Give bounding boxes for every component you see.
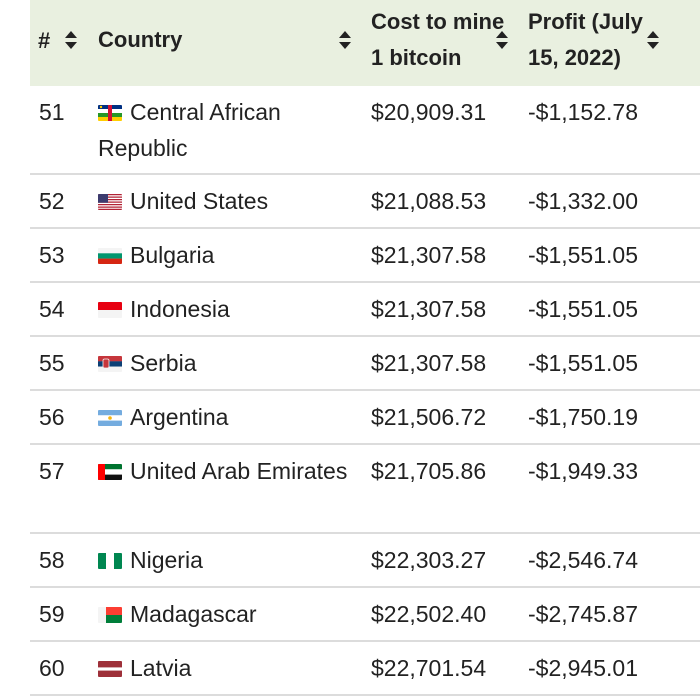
table-row: 57 United Arab Emirates $21,705.86 -$1,9… [30, 445, 700, 534]
cost-cell: $21,506.72 [371, 404, 487, 430]
country-name: Latvia [130, 655, 192, 681]
cost-cell: $21,307.58 [371, 296, 487, 322]
profit-cell: -$1,551.05 [528, 350, 638, 376]
sort-icon[interactable] [64, 29, 78, 51]
nigeria-flag-icon [98, 553, 122, 569]
table-row: 58 Nigeria $22,303.27 -$2,546.74 [30, 534, 700, 588]
table-row: 59 Madagascar $22,502.40 -$2,745.87 [30, 588, 700, 642]
cost-cell: $21,307.58 [371, 242, 487, 268]
rank-cell: 55 [39, 350, 65, 376]
country-cell: United States [98, 183, 368, 219]
country-name: Serbia [130, 350, 197, 376]
country-name: Indonesia [130, 296, 230, 322]
rank-cell: 60 [39, 655, 65, 681]
country-cell: Latvia [98, 650, 368, 686]
table-row: 52 United States $21,088.53 -$1,332.00 [30, 175, 700, 229]
country-name: Madagascar [130, 601, 257, 627]
cost-cell: $21,307.58 [371, 350, 487, 376]
central-african-republic-flag-icon [98, 105, 122, 121]
country-name: Central African Republic [98, 99, 281, 161]
profit-cell: -$1,551.05 [528, 296, 638, 322]
table-row: 56 Argentina $21,506.72 -$1,750.19 [30, 391, 700, 445]
sort-icon[interactable] [646, 29, 660, 51]
cost-cell: $21,088.53 [371, 188, 487, 214]
table-header: # Country Cost to mine 1 bitcoin Profit … [30, 0, 700, 86]
indonesia-flag-icon [98, 302, 122, 318]
profit-cell: -$1,332.00 [528, 188, 638, 214]
column-header-profit-label: Profit (July 15, 2022) [528, 9, 643, 70]
country-name: Bulgaria [130, 242, 215, 268]
country-cell: Madagascar [98, 596, 368, 632]
cost-cell: $20,909.31 [371, 99, 487, 125]
column-header-country[interactable]: Country [98, 0, 360, 86]
rank-cell: 59 [39, 601, 65, 627]
column-header-country-label: Country [98, 27, 183, 52]
rank-cell: 58 [39, 547, 65, 573]
profit-cell: -$1,152.78 [528, 99, 638, 125]
rank-cell: 51 [39, 99, 65, 125]
column-header-cost-label: Cost to mine 1 bitcoin [371, 9, 505, 70]
argentina-flag-icon [98, 410, 122, 426]
bitcoin-mining-cost-table: # Country Cost to mine 1 bitcoin Profit … [30, 0, 700, 696]
column-header-rank[interactable]: # [38, 0, 98, 86]
table-row: 53 Bulgaria $21,307.58 -$1,551.05 [30, 229, 700, 283]
rank-cell: 57 [39, 458, 65, 484]
rank-cell: 54 [39, 296, 65, 322]
country-cell: Serbia [98, 345, 368, 381]
country-name: Nigeria [130, 547, 203, 573]
column-header-cost[interactable]: Cost to mine 1 bitcoin [371, 0, 521, 86]
cost-cell: $22,701.54 [371, 655, 487, 681]
country-name: United States [130, 188, 269, 214]
rank-cell: 52 [39, 188, 65, 214]
table-row: 54 Indonesia $21,307.58 -$1,551.05 [30, 283, 700, 337]
serbia-flag-icon [98, 356, 122, 372]
table-row: 51 Central African Republic $20,909.31 -… [30, 86, 700, 175]
profit-cell: -$2,945.01 [528, 655, 638, 681]
country-cell: Indonesia [98, 291, 368, 327]
sort-icon[interactable] [495, 29, 509, 51]
country-cell: Central African Republic [98, 94, 368, 166]
country-cell: Nigeria [98, 542, 368, 578]
profit-cell: -$1,551.05 [528, 242, 638, 268]
profit-cell: -$2,745.87 [528, 601, 638, 627]
country-cell: Argentina [98, 399, 368, 435]
country-name: United Arab Emirates [130, 458, 348, 484]
table-row: 55 Serbia $21,307.58 -$1,551.05 [30, 337, 700, 391]
country-name: Argentina [130, 404, 229, 430]
united-states-flag-icon [98, 194, 122, 210]
madagascar-flag-icon [98, 607, 122, 623]
cost-cell: $22,502.40 [371, 601, 487, 627]
rank-cell: 56 [39, 404, 65, 430]
cost-cell: $22,303.27 [371, 547, 487, 573]
country-cell: Bulgaria [98, 237, 368, 273]
sort-icon[interactable] [338, 29, 352, 51]
profit-cell: -$1,949.33 [528, 458, 638, 484]
latvia-flag-icon [98, 661, 122, 677]
bulgaria-flag-icon [98, 248, 122, 264]
cost-cell: $21,705.86 [371, 458, 487, 484]
profit-cell: -$2,546.74 [528, 547, 638, 573]
uae-flag-icon [98, 464, 122, 480]
rank-cell: 53 [39, 242, 65, 268]
column-header-rank-label: # [38, 28, 51, 53]
profit-cell: -$1,750.19 [528, 404, 638, 430]
country-cell: United Arab Emirates [98, 453, 368, 489]
column-header-profit[interactable]: Profit (July 15, 2022) [528, 0, 700, 86]
